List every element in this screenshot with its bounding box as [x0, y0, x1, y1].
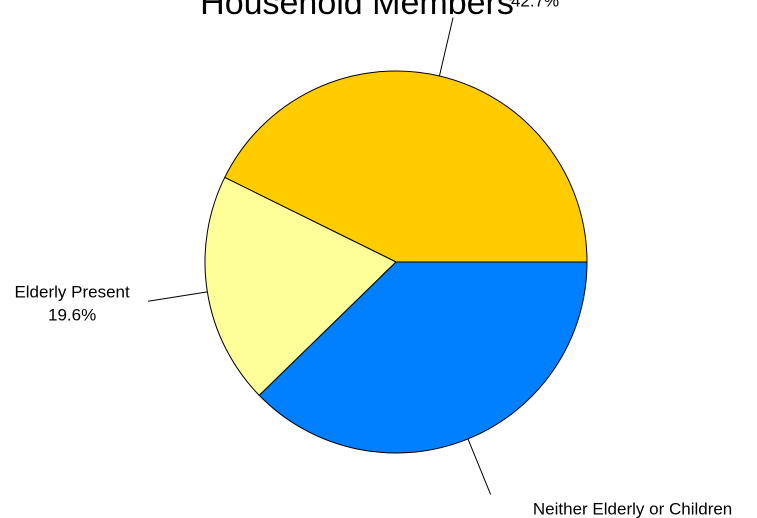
slice-label-2: Elderly Present — [14, 282, 130, 301]
pie-slice-1 — [224, 70, 588, 263]
pie-slices — [204, 70, 588, 454]
slice-labels: Children Present42.7%Elderly Present19.6… — [14, 0, 732, 518]
slice-label-3: Neither Elderly or Children — [533, 499, 732, 518]
pie-slice-2 — [204, 176, 397, 397]
leader-line-3 — [467, 438, 492, 495]
leader-line-1 — [438, 17, 454, 77]
slice-value-label-1: 42.7% — [511, 0, 559, 11]
chart-title: Household Members — [200, 0, 514, 22]
slice-value-label-2: 19.6% — [48, 305, 96, 324]
leader-lines — [148, 17, 492, 495]
leader-line-2 — [148, 291, 208, 302]
